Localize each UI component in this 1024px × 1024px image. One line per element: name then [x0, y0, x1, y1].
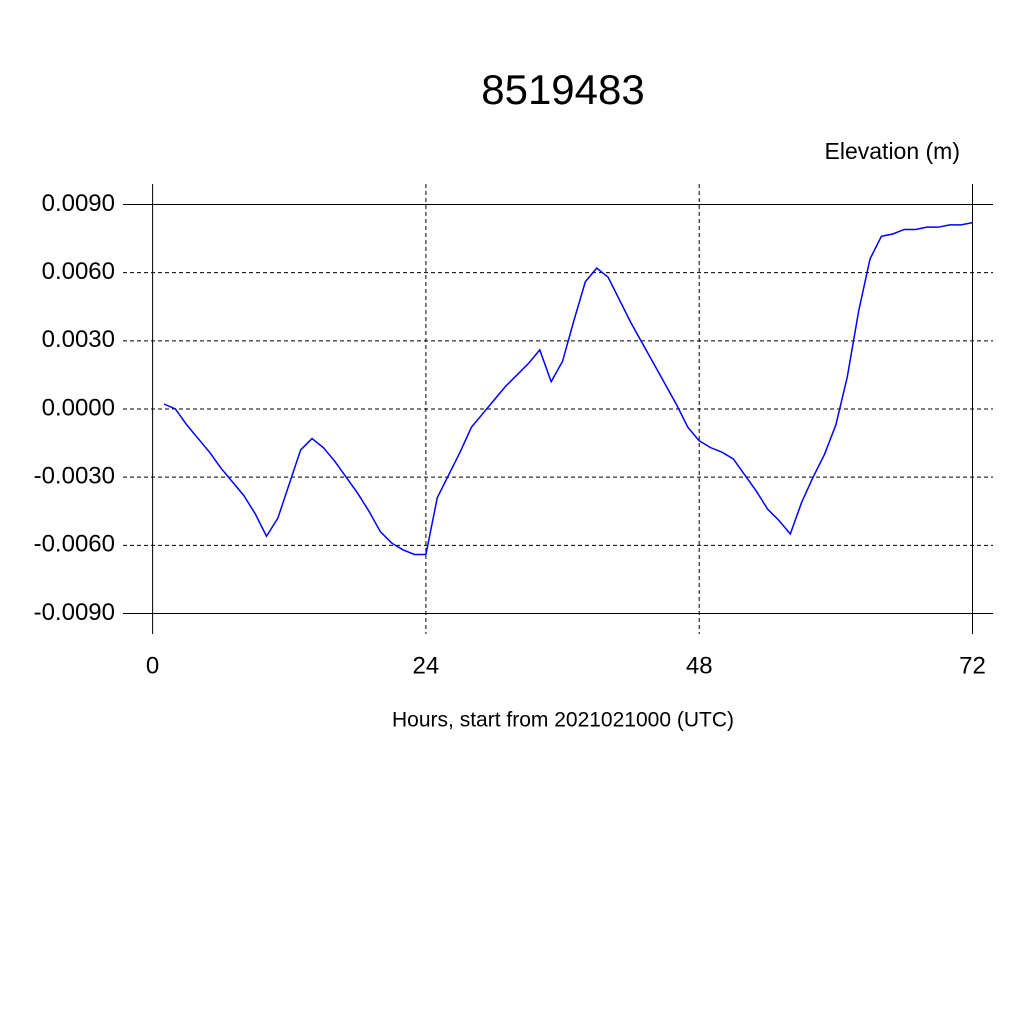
chart-title: 8519483: [481, 66, 645, 113]
y-axis-label: Elevation (m): [825, 138, 960, 164]
x-tick-label: 48: [686, 652, 713, 679]
y-tick-label: 0.0000: [42, 394, 115, 421]
y-tick-label: 0.0030: [42, 326, 115, 353]
x-tick-label: 24: [413, 652, 440, 679]
x-axis-label: Hours, start from 2021021000 (UTC): [392, 709, 734, 732]
y-tick-label: -0.0060: [34, 531, 115, 558]
data-line: [163, 221, 973, 556]
y-tick-label: 0.0090: [42, 190, 115, 217]
y-tick-label: -0.0090: [34, 599, 115, 626]
y-tick-label: -0.0030: [34, 463, 115, 490]
x-tick-label: 0: [146, 652, 159, 679]
y-tick-label: 0.0060: [42, 258, 115, 285]
x-tick-label: 72: [959, 652, 986, 679]
